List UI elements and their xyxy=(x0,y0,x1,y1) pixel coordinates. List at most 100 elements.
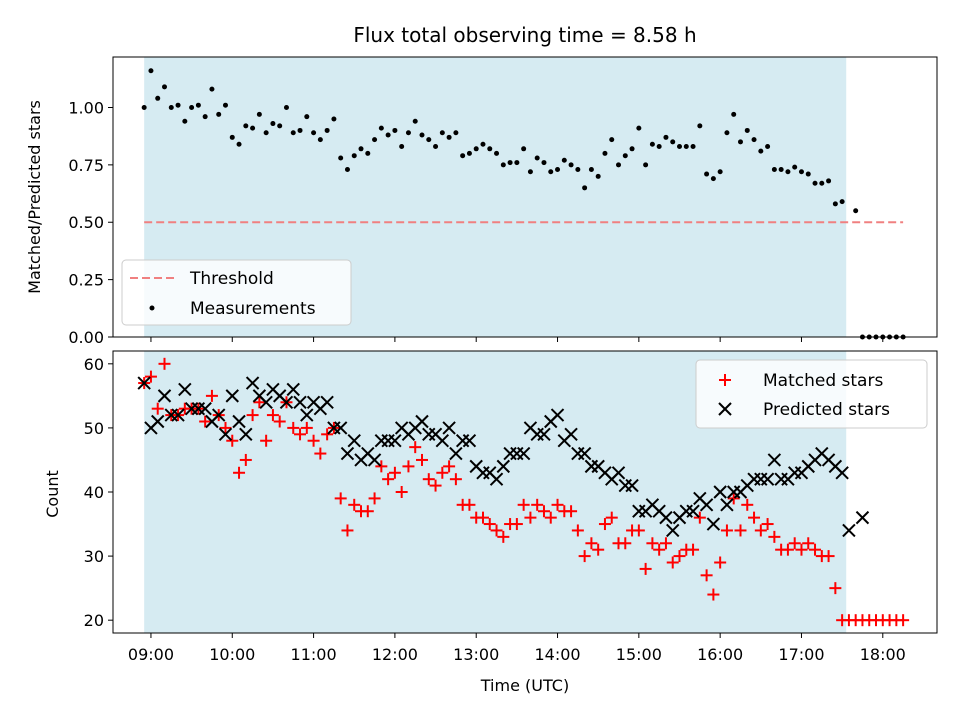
measurement-point xyxy=(351,153,357,159)
predicted-star-point xyxy=(279,395,294,409)
measurement-point xyxy=(649,141,655,147)
predicted-star-point xyxy=(245,376,260,390)
matched-star-point xyxy=(809,543,822,556)
measurement-point xyxy=(595,173,601,179)
predicted-star-point xyxy=(367,453,382,467)
x-tick-label: 10:00 xyxy=(209,645,255,664)
predicted-star-point xyxy=(462,434,477,448)
measurement-point xyxy=(561,157,567,163)
matched-star-point xyxy=(537,505,550,518)
measurement-point xyxy=(710,176,716,182)
predicted-star-point xyxy=(699,498,714,512)
measurement-point xyxy=(758,148,764,154)
predicted-star-point xyxy=(232,414,246,429)
measurement-point xyxy=(819,180,825,186)
matched-star-point xyxy=(368,492,381,505)
predicted-star-point xyxy=(435,434,450,448)
matched-star-point xyxy=(402,460,415,473)
predicted-star-point xyxy=(564,427,578,442)
matched-star-point xyxy=(483,518,496,531)
matched-star-point xyxy=(253,396,266,409)
x-tick-label: 16:00 xyxy=(697,645,743,664)
matched-star-point xyxy=(761,518,774,531)
matched-star-point xyxy=(233,466,246,479)
predicted-star-point xyxy=(706,517,721,531)
matched-star-point xyxy=(619,537,632,550)
measurement-point xyxy=(162,84,167,90)
matched-star-point xyxy=(551,498,564,511)
matched-star-point xyxy=(144,370,157,383)
measurement-point xyxy=(358,146,364,152)
measurement-point xyxy=(277,123,283,129)
matched-star-point xyxy=(348,498,361,511)
matched-star-point xyxy=(741,498,754,511)
chart-title: Flux total observing time = 8.58 h xyxy=(353,23,696,47)
matched-star-point xyxy=(666,556,679,569)
matched-star-point xyxy=(687,543,700,556)
matched-star-point xyxy=(273,415,286,428)
matched-star-point xyxy=(334,492,347,505)
y-tick-label: 40 xyxy=(84,483,104,502)
measurement-point xyxy=(616,162,622,168)
measurement-point xyxy=(670,139,676,145)
matched-star-point xyxy=(476,511,489,524)
matched-star-point xyxy=(151,402,164,415)
measurement-point xyxy=(534,155,540,161)
predicted-star-point xyxy=(516,446,531,461)
measurement-point xyxy=(453,130,459,136)
matched-star-point xyxy=(246,409,259,422)
measurement-point xyxy=(677,144,682,150)
predicted-star-point xyxy=(239,427,253,442)
y-tick-label: 60 xyxy=(84,355,104,374)
measurement-point xyxy=(717,169,723,175)
ratio-legend: Threshold Measurements xyxy=(121,259,352,326)
matched-star-point xyxy=(727,492,740,505)
y-tick-label: 0.75 xyxy=(68,156,104,175)
matched-star-point xyxy=(409,441,422,454)
x-tick-label: 09:00 xyxy=(128,645,174,664)
measurement-point xyxy=(507,160,513,166)
count-plot-frame xyxy=(112,350,938,634)
measurement-point xyxy=(514,160,520,166)
legend-box xyxy=(121,259,352,326)
matched-star-point xyxy=(524,511,537,524)
legend-box xyxy=(695,359,928,429)
measurement-point xyxy=(419,132,425,138)
matched-star-point xyxy=(802,537,815,550)
measurement-point xyxy=(412,118,418,124)
measurement-point xyxy=(588,166,594,172)
measurement-point xyxy=(270,121,276,127)
legend-predicted-swatch xyxy=(718,402,732,416)
measurement-point xyxy=(405,130,411,136)
matched-star-point xyxy=(646,537,659,550)
measurement-point xyxy=(365,150,371,156)
measurement-point xyxy=(487,146,493,152)
predicted-star-point xyxy=(713,485,727,499)
ratio-plot-frame xyxy=(112,56,938,338)
matched-star-point xyxy=(260,434,273,447)
measurement-point xyxy=(568,162,574,168)
measurement-point xyxy=(263,130,269,136)
matched-star-point xyxy=(659,537,672,550)
predicted-star-point xyxy=(686,504,700,518)
matched-star-point xyxy=(653,543,666,556)
measurement-point xyxy=(189,104,195,110)
measurement-point xyxy=(663,134,669,140)
measurement-point xyxy=(141,104,147,110)
predicted-star-point xyxy=(320,395,334,409)
measurement-point xyxy=(629,146,635,152)
y-tick-label: 0.25 xyxy=(68,271,104,290)
measurement-point xyxy=(785,169,791,175)
predicted-star-point xyxy=(171,408,185,422)
matched-star-point xyxy=(565,505,578,518)
matched-stars-points xyxy=(138,357,910,627)
predicted-star-point xyxy=(842,523,856,538)
ratio-panel: 0.00 0.25 0.50 0.75 1.00 Flux total observin… xyxy=(25,23,938,347)
matched-star-point xyxy=(571,524,584,537)
matched-star-point xyxy=(517,498,530,511)
matched-star-point xyxy=(416,453,428,466)
predicted-star-point xyxy=(137,376,151,390)
x-tick-label: 13:00 xyxy=(453,645,499,664)
measurement-point xyxy=(656,144,662,150)
matched-star-point xyxy=(314,447,327,460)
